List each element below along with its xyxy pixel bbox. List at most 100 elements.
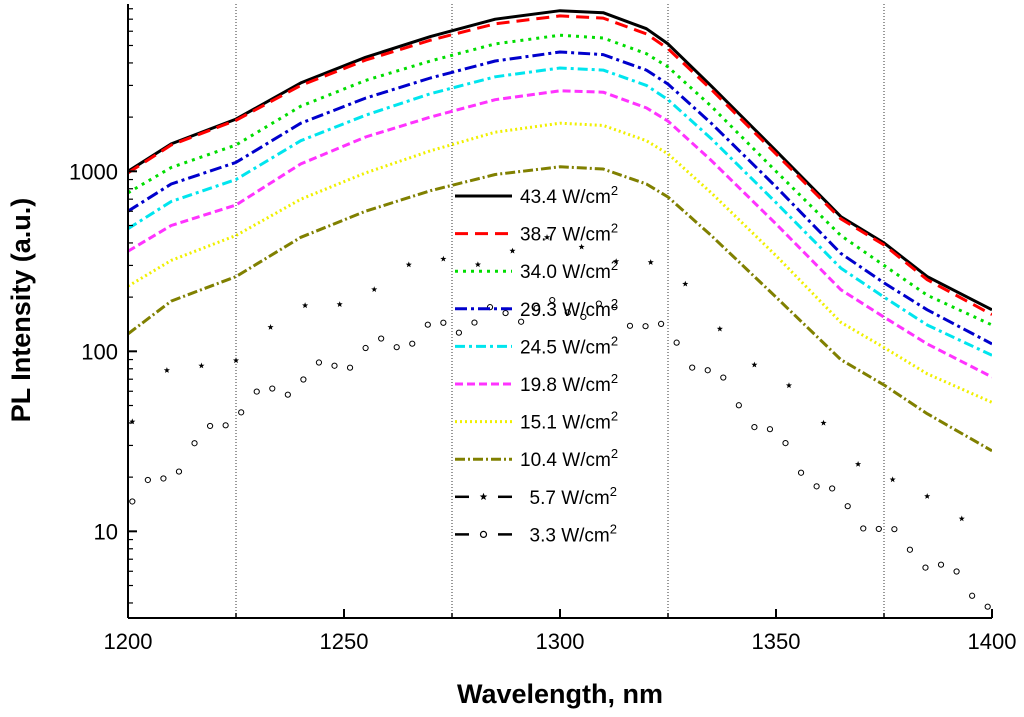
series-3-3-point: [331, 362, 338, 369]
series-10-4-line: [128, 165, 992, 453]
series-3-3-point: [533, 304, 540, 312]
series-3-3-point: [782, 439, 789, 447]
series-3-3-point: [564, 309, 571, 316]
legend-5-7-swatch-marker: [479, 492, 488, 500]
series-3-3-point: [611, 304, 618, 311]
y-tick-label: 1000: [69, 159, 118, 184]
series-5-7-point: [613, 258, 620, 264]
series-3-3-point: [844, 503, 851, 510]
series-3-3-point: [860, 525, 867, 532]
series-3-3-point: [735, 402, 742, 409]
series-3-3-point: [813, 483, 820, 490]
series-5-7-point: [820, 419, 827, 426]
series-3-3-point: [922, 564, 929, 571]
series-3-3-point: [455, 329, 463, 336]
series-3-3-point: [346, 364, 354, 371]
series-3-3-point: [518, 318, 525, 325]
series-3-3-point: [362, 344, 369, 352]
legend-24-5-label: 24.5 W/cm2: [520, 333, 618, 358]
legend-29-3: 29.3 W/cm2: [455, 296, 618, 321]
series-3-3-point: [222, 422, 229, 429]
y-tick-label: 100: [81, 339, 118, 364]
legend-24-5: 24.5 W/cm2: [455, 333, 618, 358]
legend-19-8-label: 19.8 W/cm2: [520, 371, 618, 396]
legend-29-3-label: 29.3 W/cm2: [520, 296, 618, 321]
series-5-7-point: [509, 247, 516, 254]
legend-43-4-label: 43.4 W/cm2: [520, 183, 618, 208]
series-5-7-point: [785, 382, 792, 389]
series-3-3-point: [206, 422, 214, 430]
series-43-4-line: [128, 9, 992, 312]
series-5-7-point: [751, 361, 758, 368]
series-3-3-point: [502, 309, 509, 317]
series-3-3-point: [580, 313, 587, 321]
series-38-7-line: [128, 14, 992, 316]
series-3-3-point: [751, 424, 758, 431]
series-3-3-point: [129, 498, 136, 505]
x-tick-label: 1400: [968, 629, 1017, 654]
series-3-3-point: [829, 485, 836, 492]
legend-15-1: 15.1 W/cm2: [455, 409, 618, 434]
series-5-7-point: [682, 280, 689, 287]
series-3-3-point: [393, 344, 400, 351]
series-3-3-point: [673, 339, 680, 346]
series-3-3-point: [424, 321, 431, 328]
legend-3-3: 3.3 W/cm2: [455, 521, 617, 546]
series-3-3-point: [766, 426, 774, 433]
legend-19-8: 19.8 W/cm2: [455, 371, 618, 396]
x-axis-ticks: 1200 1250 1300 1350 1400: [104, 609, 1017, 654]
series-5-7-point: [716, 325, 723, 332]
series-5-7-markers: [129, 234, 965, 522]
series-3-3-point: [409, 340, 416, 347]
series-3-3-point: [315, 359, 323, 366]
series-3-3-point: [253, 388, 260, 395]
legend-3-3-swatch-marker: [479, 530, 488, 539]
series-3-3-point: [471, 319, 478, 326]
legend-15-1-label: 15.1 W/cm2: [520, 409, 618, 434]
series-3-3-point: [657, 320, 665, 327]
series-5-7-point: [371, 286, 378, 292]
series-5-7-point: [267, 324, 274, 330]
series-3-3-point: [549, 296, 556, 304]
series-34-0-line: [128, 33, 992, 327]
legend-34-0: 34.0 W/cm2: [455, 258, 618, 283]
x-axis-title: Wavelength, nm: [457, 679, 663, 709]
series-5-7-point: [474, 261, 481, 268]
series-group: [128, 9, 992, 610]
series-5-7-point: [578, 243, 585, 250]
series-3-3-point: [642, 323, 649, 330]
series-5-7-point: [198, 362, 205, 369]
series-5-7-point: [440, 255, 447, 262]
series-3-3-point: [797, 469, 805, 476]
series-3-3-point: [144, 476, 151, 484]
series-3-3-point: [440, 319, 447, 326]
series-5-7-point: [302, 302, 309, 309]
series-19-8-line: [128, 89, 992, 379]
series-3-3-point: [969, 592, 976, 599]
series-3-3-point: [595, 300, 602, 307]
series-3-3-point: [953, 568, 960, 575]
reference-lines: [235, 4, 885, 618]
series-5-7-point: [405, 261, 412, 268]
series-3-3-point: [891, 526, 898, 533]
series-5-7-point: [647, 259, 654, 265]
y-tick-label: 10: [94, 519, 118, 544]
series-3-3-point: [689, 364, 696, 371]
series-5-7-point: [855, 461, 862, 467]
series-5-7-point: [924, 493, 931, 499]
series-3-3-point: [720, 374, 727, 381]
x-tick-label: 1300: [536, 629, 585, 654]
series-3-3-point: [937, 561, 945, 568]
series-3-3-point: [626, 322, 634, 329]
legend-34-0-label: 34.0 W/cm2: [520, 258, 618, 283]
series-3-3-markers: [129, 296, 991, 610]
series-3-3-point: [160, 475, 167, 482]
series-5-7-point: [544, 234, 551, 240]
series-5-7-point: [336, 301, 343, 307]
series-3-3-point: [191, 440, 198, 447]
legend-38-7: 38.7 W/cm2: [455, 221, 618, 246]
series-3-3-point: [175, 468, 183, 475]
legend: 43.4 W/cm2 38.7 W/cm2 34.0 W/cm2 29.3 W/cm2…: [455, 183, 618, 546]
legend-43-4: 43.4 W/cm2: [455, 183, 618, 208]
series-5-7-point: [233, 357, 239, 364]
